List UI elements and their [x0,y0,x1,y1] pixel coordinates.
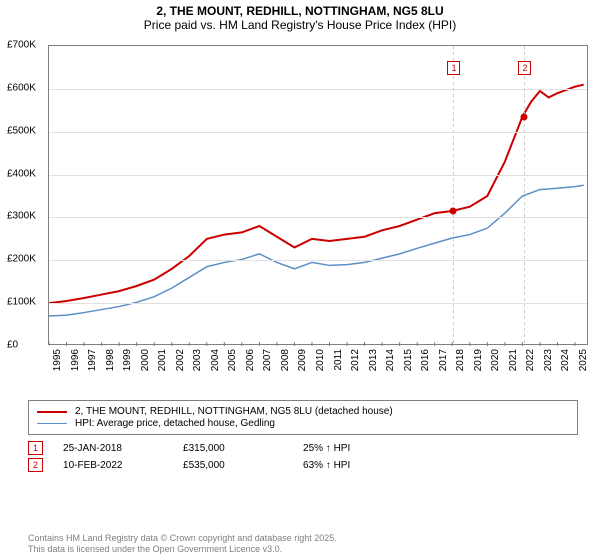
gridline [49,175,587,176]
title-area: 2, THE MOUNT, REDHILL, NOTTINGHAM, NG5 8… [0,0,600,34]
y-tick-label: £600K [7,82,36,93]
x-tick-label: 2009 [297,349,308,371]
x-tick-label: 1997 [87,349,98,371]
x-tick-label: 2008 [280,349,291,371]
gridline [49,217,587,218]
sales-badge: 2 [28,458,43,472]
x-tick-label: 2005 [227,349,238,371]
series-hpi [49,185,584,316]
y-tick-label: £500K [7,125,36,136]
footer-line2: This data is licensed under the Open Gov… [28,544,337,556]
sales-badge: 1 [28,441,43,455]
sales-date: 25-JAN-2018 [63,443,183,454]
legend-row: HPI: Average price, detached house, Gedl… [37,418,569,429]
sales-table: 1 25-JAN-2018£315,00025% ↑ HPI 2 10-FEB-202… [28,441,578,472]
x-tick-label: 1998 [105,349,116,371]
x-tick-label: 1995 [52,349,63,371]
sales-price: £315,000 [183,443,303,454]
sales-row: 2 10-FEB-2022£535,00063% ↑ HPI [28,458,578,472]
y-tick-label: £400K [7,168,36,179]
plot-svg [49,46,589,346]
x-tick-label: 2004 [210,349,221,371]
x-tick-label: 2000 [140,349,151,371]
sales-delta: 63% ↑ HPI [303,460,423,471]
x-tick-label: 2011 [333,349,344,371]
x-tick-label: 2014 [385,349,396,371]
y-tick-label: £200K [7,254,36,265]
legend-swatch [37,423,67,425]
series-price_paid [49,85,584,304]
sale-marker: 2 [518,61,531,75]
x-tick-label: 2021 [508,349,519,371]
gridline [49,132,587,133]
gridline [49,89,587,90]
x-tick-label: 2017 [438,349,449,371]
title-sub: Price paid vs. HM Land Registry's House … [10,18,590,32]
sales-price: £535,000 [183,460,303,471]
chart-container: 2, THE MOUNT, REDHILL, NOTTINGHAM, NG5 8… [0,0,600,560]
x-tick-label: 2003 [192,349,203,371]
x-tick-label: 2010 [315,349,326,371]
sales-date: 10-FEB-2022 [63,460,183,471]
x-tick-label: 2015 [403,349,414,371]
sale-marker: 1 [447,61,460,75]
sale-point [450,208,457,215]
gridline [49,260,587,261]
legend-swatch [37,411,67,413]
x-tick-label: 2025 [578,349,589,371]
legend-row: 2, THE MOUNT, REDHILL, NOTTINGHAM, NG5 8… [37,406,569,417]
legend-label: 2, THE MOUNT, REDHILL, NOTTINGHAM, NG5 8… [75,406,393,417]
x-tick-label: 2001 [157,349,168,371]
x-tick-label: 2006 [245,349,256,371]
y-tick-label: £700K [7,40,36,51]
x-tick-label: 2007 [262,349,273,371]
x-tick-label: 1999 [122,349,133,371]
title-main: 2, THE MOUNT, REDHILL, NOTTINGHAM, NG5 8… [10,4,590,18]
chart-area: £0£100K£200K£300K£400K£500K£600K£700K 12… [10,40,590,390]
y-tick-label: £300K [7,211,36,222]
x-tick-label: 2012 [350,349,361,371]
sale-point [521,113,528,120]
x-tick-label: 2023 [543,349,554,371]
gridline [49,303,587,304]
x-tick-label: 2020 [490,349,501,371]
y-tick-label: £100K [7,297,36,308]
legend-label: HPI: Average price, detached house, Gedl… [75,418,275,429]
x-tick-label: 2016 [420,349,431,371]
legend-area: 2, THE MOUNT, REDHILL, NOTTINGHAM, NG5 8… [28,400,578,475]
sales-delta: 25% ↑ HPI [303,443,423,454]
x-tick-label: 2019 [473,349,484,371]
footer-note: Contains HM Land Registry data © Crown c… [28,533,337,556]
x-tick-label: 2022 [525,349,536,371]
x-tick-label: 2024 [560,349,571,371]
x-tick-label: 2013 [368,349,379,371]
y-tick-label: £0 [7,340,18,351]
sales-row: 1 25-JAN-2018£315,00025% ↑ HPI [28,441,578,455]
legend-box: 2, THE MOUNT, REDHILL, NOTTINGHAM, NG5 8… [28,400,578,435]
x-tick-label: 2018 [455,349,466,371]
x-tick-label: 1996 [70,349,81,371]
x-tick-label: 2002 [175,349,186,371]
footer-line1: Contains HM Land Registry data © Crown c… [28,533,337,545]
plot-region: 12 [48,45,588,345]
